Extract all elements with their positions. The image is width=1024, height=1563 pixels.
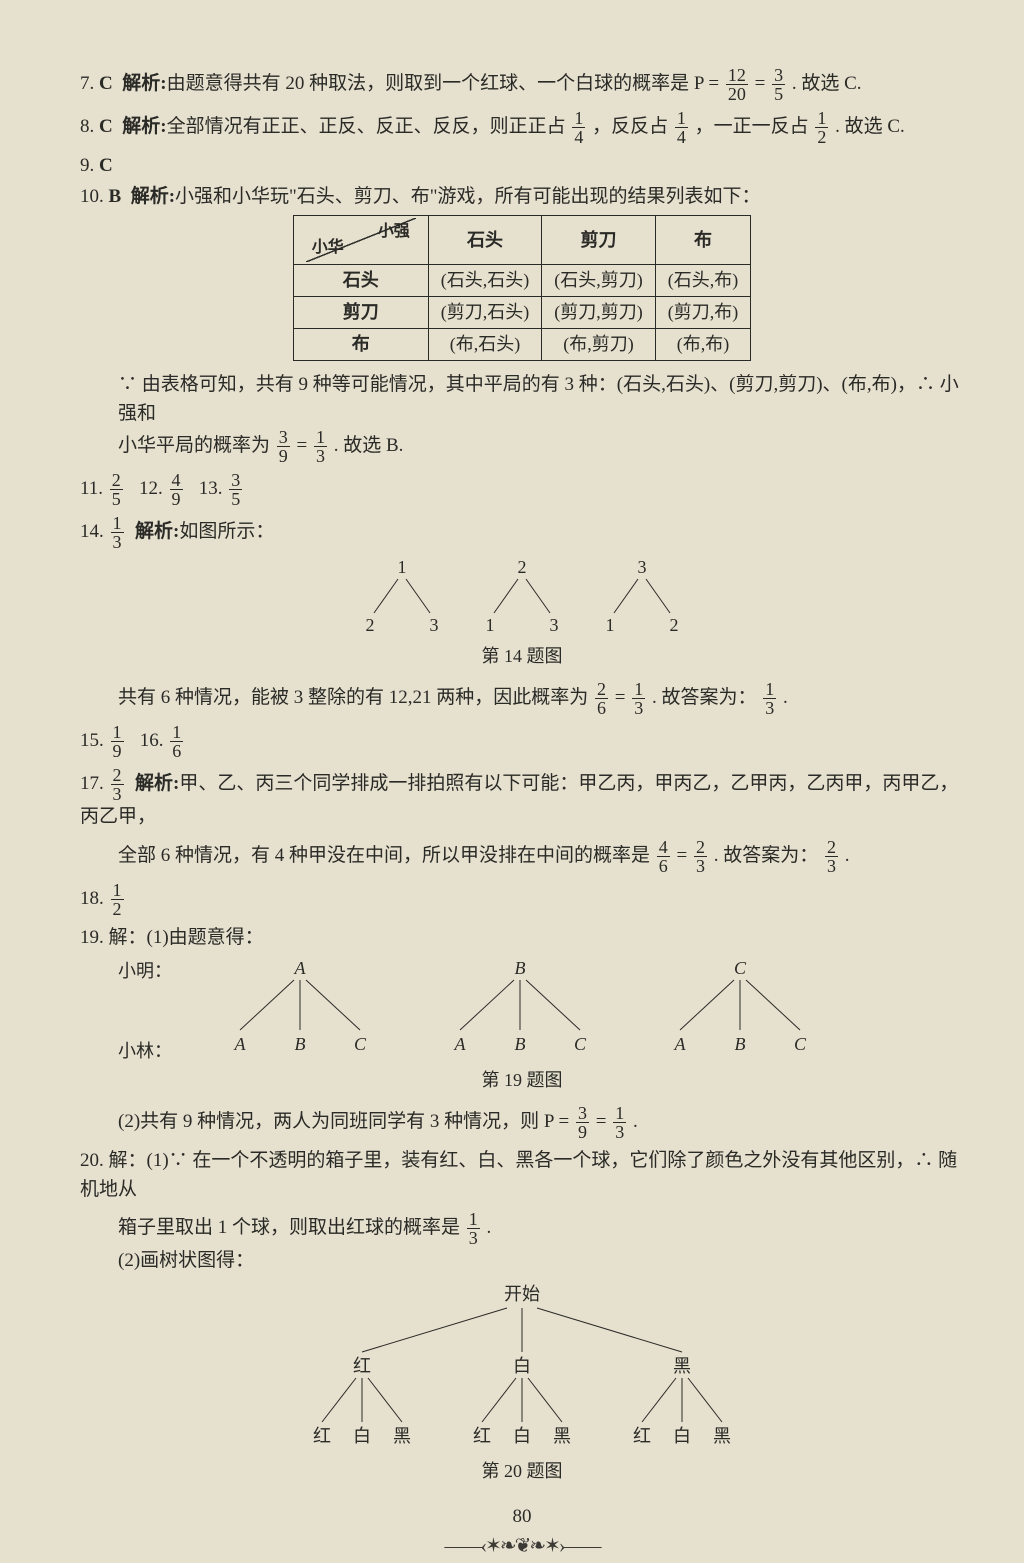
svg-text:A: A <box>294 958 307 978</box>
svg-text:B: B <box>515 958 526 978</box>
svg-text:A: A <box>674 1034 687 1054</box>
q14-explain: 共有 6 种情况，能被 3 整除的有 12,21 两种，因此概率为 26 = 1… <box>118 680 964 717</box>
svg-text:2: 2 <box>670 615 679 635</box>
svg-text:2: 2 <box>366 615 375 635</box>
q14: 14. 13 解析:如图所示： <box>80 514 964 551</box>
svg-text:1: 1 <box>486 615 495 635</box>
outcomes-table: 小华 小强 石头剪刀布 石头(石头,石头)(石头,剪刀)(石头,布) 剪刀(剪刀… <box>293 215 752 361</box>
q15-16: 15. 19 16. 16 <box>80 723 964 760</box>
q7-num: 7. <box>80 73 94 94</box>
svg-text:黑: 黑 <box>673 1356 691 1376</box>
q19: 19. 解：(1)由题意得： <box>80 924 964 953</box>
fraction: 35 <box>770 66 787 103</box>
svg-text:B: B <box>515 1034 526 1054</box>
svg-text:B: B <box>735 1034 746 1054</box>
q19-line2: (2)共有 9 种情况，两人为同班同学有 3 种情况，则 P = 39 = 13… <box>118 1104 964 1141</box>
q8: 8. C 解析:全部情况有正正、正反、反正、反反，则正正占 14 ，反反占 14… <box>80 109 964 146</box>
q9: 9. C <box>80 152 964 181</box>
svg-text:A: A <box>234 1034 247 1054</box>
svg-text:C: C <box>574 1034 587 1054</box>
table-corner: 小华 小强 <box>293 216 428 265</box>
fraction: 1220 <box>724 66 750 103</box>
svg-text:白: 白 <box>513 1426 531 1446</box>
svg-text:2: 2 <box>518 557 527 577</box>
q7: 7. C 解析:由题意得共有 20 种取法，则取到一个红球、一个白球的概率是 P… <box>80 66 964 103</box>
svg-text:红: 红 <box>633 1426 651 1446</box>
page-flourish: ――‹✶❧❦❧✶›―― <box>80 1531 964 1561</box>
svg-text:开始: 开始 <box>504 1284 540 1304</box>
page-number: 80 <box>80 1503 964 1532</box>
svg-text:C: C <box>354 1034 367 1054</box>
svg-text:白: 白 <box>673 1426 691 1446</box>
svg-text:C: C <box>794 1034 807 1054</box>
svg-text:1: 1 <box>606 615 615 635</box>
svg-text:白: 白 <box>353 1426 371 1446</box>
svg-text:C: C <box>734 958 747 978</box>
q20-tree-diagram: 开始 红 白 黑 红 白 黑 红 白 黑 红 白 黑 <box>262 1282 782 1452</box>
svg-text:3: 3 <box>430 615 439 635</box>
svg-text:B: B <box>295 1034 306 1054</box>
q19-caption: 第 19 题图 <box>80 1067 964 1094</box>
svg-text:黑: 黑 <box>553 1426 571 1446</box>
q20-line2: 箱子里取出 1 个球，则取出红球的概率是 13 . <box>118 1210 964 1247</box>
q20: 20. 解：(1)∵ 在一个不透明的箱子里，装有红、白、黑各一个球，它们除了颜色… <box>80 1147 964 1204</box>
q14-caption: 第 14 题图 <box>80 643 964 670</box>
q10: 10. B 解析:小强和小华玩"石头、剪刀、布"游戏，所有可能出现的结果列表如下… <box>80 183 964 212</box>
q20-caption: 第 20 题图 <box>80 1458 964 1485</box>
svg-text:黑: 黑 <box>393 1426 411 1446</box>
svg-text:A: A <box>454 1034 467 1054</box>
svg-text:红: 红 <box>473 1426 491 1446</box>
q17: 17. 23 解析:甲、乙、丙三个同学排成一排拍照有以下可能：甲乙丙，甲丙乙，乙… <box>80 766 964 832</box>
q11-13: 11. 25 12. 49 13. 35 <box>80 471 964 508</box>
svg-text:1: 1 <box>398 557 407 577</box>
q7-text: 由题意得共有 20 种取法，则取到一个红球、一个白球的概率是 P = <box>167 73 724 94</box>
q19-diagram-row: 小明： 小林： A A B C B A B C C A B C <box>118 958 964 1065</box>
q7-ans: C <box>99 73 113 94</box>
svg-text:3: 3 <box>550 615 559 635</box>
q19-tree-diagram: A A B C B A B C C A B C <box>200 958 840 1058</box>
analysis-label: 解析: <box>122 73 166 94</box>
q18: 18. 12 <box>80 881 964 918</box>
svg-text:黑: 黑 <box>713 1426 731 1446</box>
svg-text:红: 红 <box>313 1426 331 1446</box>
svg-text:红: 红 <box>353 1356 371 1376</box>
q17-line2: 全部 6 种情况，有 4 种甲没在中间，所以甲没排在中间的概率是 46 = 23… <box>118 838 964 875</box>
svg-text:白: 白 <box>513 1356 531 1376</box>
q10-explain: ∵ 由表格可知，共有 9 种等可能情况，其中平局的有 3 种：(石头,石头)、(… <box>118 371 964 465</box>
q14-tree-diagram: 1 2 3 2 1 3 3 1 2 <box>342 557 702 637</box>
svg-text:3: 3 <box>638 557 647 577</box>
q20-line3: (2)画树状图得： <box>118 1247 964 1276</box>
